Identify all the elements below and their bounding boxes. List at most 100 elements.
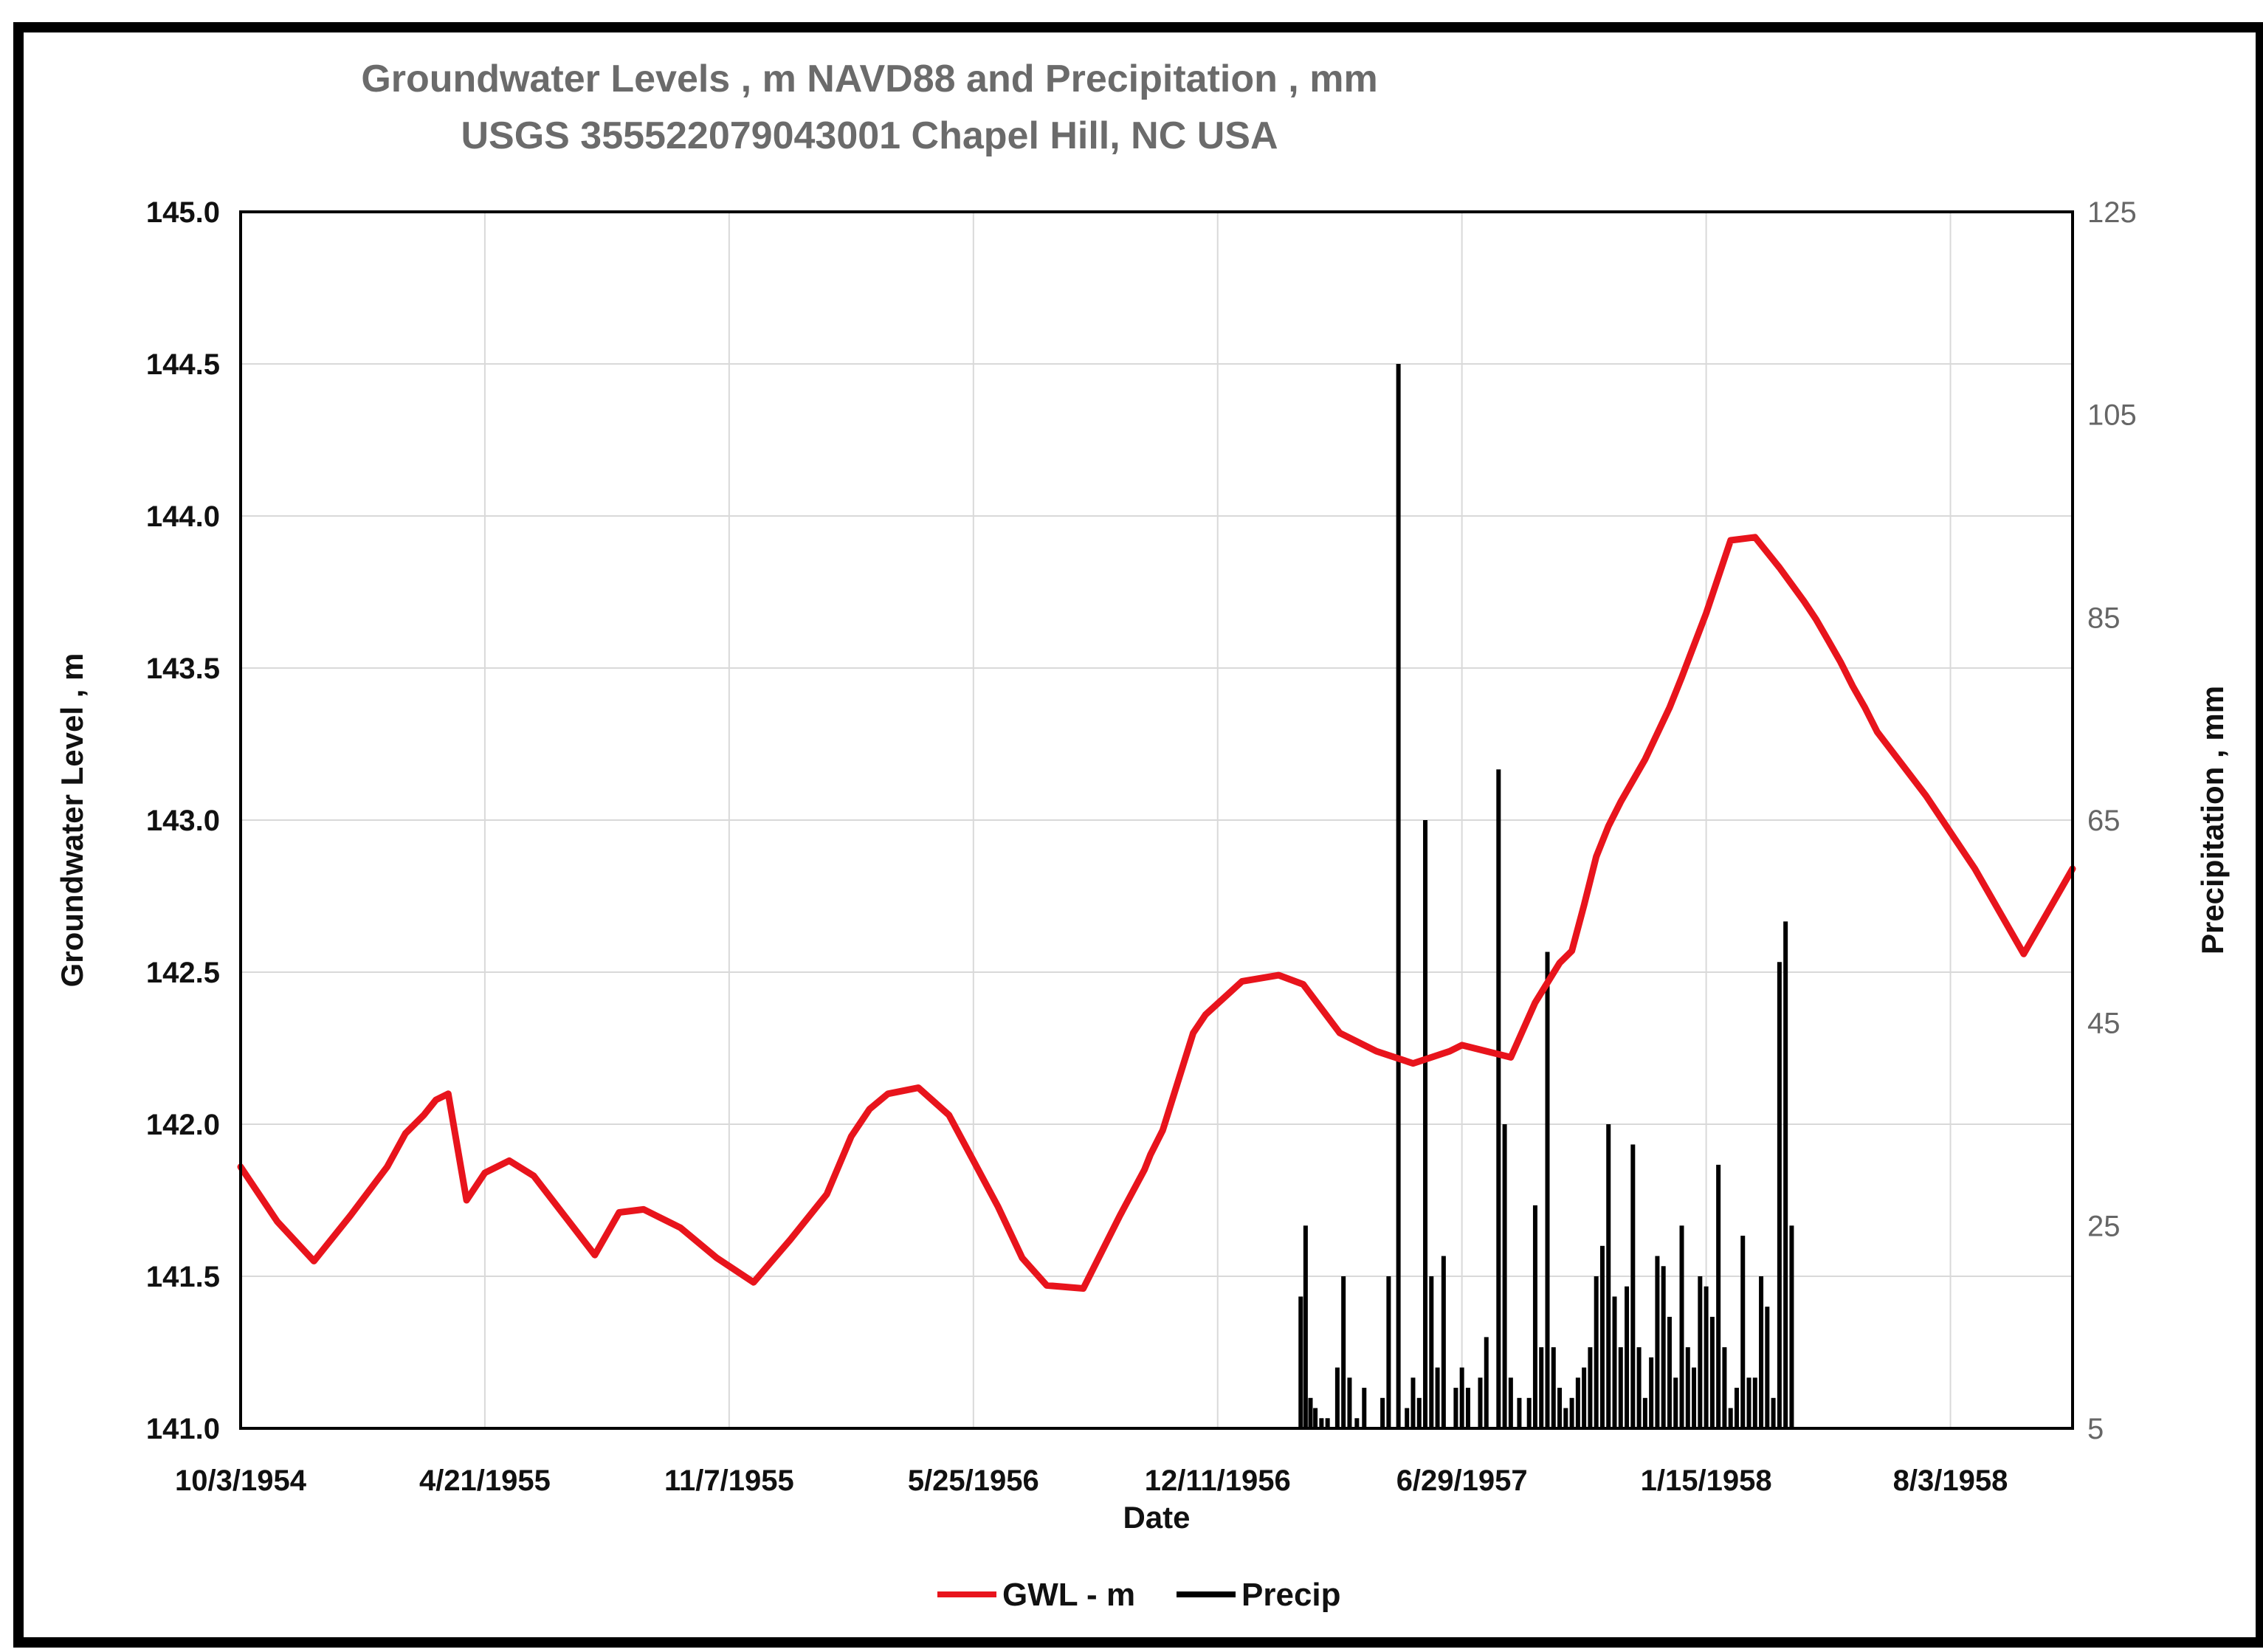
x-tick-label: 11/7/1955: [664, 1465, 794, 1497]
precip-bar: [1405, 1408, 1410, 1428]
precip-bar: [1441, 1256, 1446, 1428]
precip-bar: [1563, 1408, 1568, 1428]
precip-bar: [1685, 1347, 1690, 1428]
y-tick-label: 142.0: [146, 1109, 220, 1141]
y-tick-label: 145.0: [146, 196, 220, 229]
precip-bar: [1698, 1276, 1703, 1428]
precip-bar: [1380, 1397, 1385, 1428]
precip-bar: [1704, 1286, 1709, 1428]
chart-subtitle: USGS 355522079043001 Chapel Hill, NC USA: [461, 114, 1278, 157]
precip-bar: [1709, 1316, 1715, 1428]
precip-bar: [1496, 769, 1501, 1428]
legend-gwl-label: GWL - m: [1002, 1577, 1135, 1613]
precip-bar: [1478, 1377, 1483, 1428]
precip-bar: [1765, 1307, 1770, 1428]
precip-bar: [1429, 1276, 1434, 1428]
precip-bar: [1679, 1225, 1684, 1428]
precip-bar: [1783, 921, 1788, 1428]
precip-bar: [1777, 962, 1782, 1428]
precip-bar: [1423, 820, 1428, 1428]
y2-tick-label: 5: [2087, 1413, 2104, 1445]
precip-bar: [1588, 1347, 1593, 1428]
y-tick-label: 143.5: [146, 653, 220, 685]
x-tick-label: 8/3/1958: [1893, 1465, 2008, 1497]
chart-svg: Groundwater Levels , m NAVD88 and Precip…: [55, 58, 2230, 1613]
precip-series: [1298, 364, 1794, 1428]
precip-bar: [1642, 1397, 1647, 1428]
precip-bar: [1435, 1367, 1440, 1428]
precip-bar: [1298, 1296, 1303, 1428]
gridlines: [240, 211, 2073, 1429]
precip-bar: [1465, 1388, 1470, 1428]
precip-bar: [1673, 1377, 1678, 1428]
x-tick-label: 12/11/1956: [1145, 1465, 1291, 1497]
precip-bar: [1532, 1205, 1537, 1428]
precip-bar: [1612, 1296, 1617, 1428]
precip-bar: [1545, 951, 1550, 1428]
precip-bar: [1453, 1388, 1458, 1428]
left-axis-ticks: 141.0 141.5 142.0 142.5 143.0 143.5 144.0 144.5…: [146, 196, 220, 1445]
precip-bar: [1354, 1418, 1360, 1428]
precip-bar: [1789, 1225, 1794, 1428]
precip-bar: [1313, 1408, 1318, 1428]
precip-bar: [1618, 1347, 1623, 1428]
x-tick-label: 6/29/1957: [1396, 1465, 1528, 1497]
chart-frame: Groundwater Levels , m NAVD88 and Precip…: [13, 22, 2263, 1648]
precip-bar: [1303, 1225, 1308, 1428]
precip-bar: [1557, 1388, 1563, 1428]
y2-tick-label: 25: [2087, 1210, 2121, 1242]
precip-bar: [1319, 1418, 1324, 1428]
y-tick-label: 144.5: [146, 348, 220, 381]
legend-precip-label: Precip: [1241, 1577, 1341, 1613]
precip-bar: [1746, 1377, 1752, 1428]
precip-bar: [1347, 1377, 1352, 1428]
gwl-series: [237, 534, 2076, 1292]
precip-bar: [1734, 1388, 1739, 1428]
precip-bar: [1484, 1337, 1489, 1428]
x-axis-label: Date: [1123, 1500, 1190, 1535]
x-tick-label: 1/15/1958: [1641, 1465, 1772, 1497]
precip-bar: [1362, 1388, 1367, 1428]
x-tick-label: 5/25/1956: [908, 1465, 1039, 1497]
precip-bar: [1752, 1377, 1757, 1428]
precip-bar: [1728, 1408, 1733, 1428]
precip-bar: [1649, 1357, 1654, 1428]
precip-bar: [1508, 1377, 1513, 1428]
precip-bar: [1599, 1245, 1605, 1428]
precip-bar: [1630, 1144, 1636, 1428]
chart-title: Groundwater Levels , m NAVD88 and Precip…: [361, 58, 1377, 100]
precip-bar: [1341, 1276, 1346, 1428]
y2-tick-label: 65: [2087, 805, 2121, 837]
precip-bar: [1759, 1276, 1764, 1428]
precip-bar: [1308, 1397, 1313, 1428]
precip-bar: [1334, 1367, 1340, 1428]
precip-bar: [1661, 1266, 1666, 1428]
y-tick-label: 144.0: [146, 500, 220, 533]
x-tick-label: 4/21/1955: [419, 1465, 551, 1497]
precip-bar: [1594, 1276, 1599, 1428]
x-tick-label: 10/3/1954: [175, 1465, 307, 1497]
precip-bar: [1722, 1347, 1727, 1428]
y-tick-label: 143.0: [146, 805, 220, 837]
precip-bar: [1569, 1397, 1574, 1428]
precip-bar: [1386, 1276, 1391, 1428]
precip-bar: [1636, 1347, 1642, 1428]
precip-bar: [1325, 1418, 1330, 1428]
y2-tick-label: 45: [2087, 1008, 2121, 1040]
precip-bar: [1396, 364, 1401, 1428]
x-axis-ticks: 10/3/1954 4/21/1955 11/7/1955 5/25/1956 12/1…: [175, 1465, 2008, 1497]
legend: GWL - m Precip: [937, 1577, 1341, 1613]
precip-bar: [1606, 1124, 1611, 1428]
y-tick-label: 142.5: [146, 957, 220, 989]
y2-axis-label: Precipitation , mm: [2195, 686, 2230, 954]
gwl-line: [237, 534, 2076, 1292]
y-axis-label: Groundwater Level , m: [55, 653, 89, 988]
y2-tick-label: 125: [2087, 196, 2137, 229]
y-tick-label: 141.0: [146, 1413, 220, 1445]
precip-bar: [1771, 1397, 1776, 1428]
precip-bar: [1740, 1236, 1746, 1428]
precip-bar: [1539, 1347, 1544, 1428]
precip-bar: [1517, 1397, 1522, 1428]
precip-bar: [1459, 1367, 1464, 1428]
right-axis-ticks: 5 25 45 65 85 105 125: [2087, 196, 2137, 1445]
